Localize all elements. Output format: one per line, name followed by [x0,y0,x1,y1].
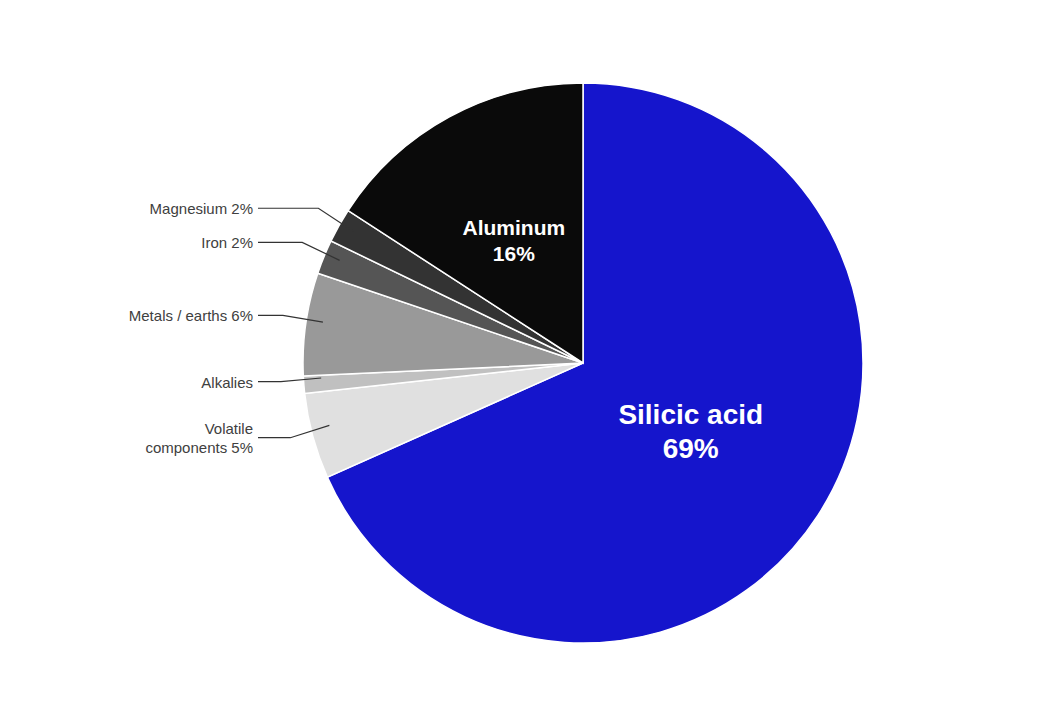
svg-text:Volatilecomponents 5%: Volatilecomponents 5% [145,420,253,456]
svg-text:Aluminum16%: Aluminum16% [463,216,566,264]
svg-text:Magnesium 2%: Magnesium 2% [150,200,253,217]
svg-text:Iron 2%: Iron 2% [201,234,253,251]
svg-text:Metals / earths 6%: Metals / earths 6% [129,307,253,324]
svg-text:Alkalies: Alkalies [201,373,253,390]
svg-text:Silicic acid69%: Silicic acid69% [618,399,763,464]
